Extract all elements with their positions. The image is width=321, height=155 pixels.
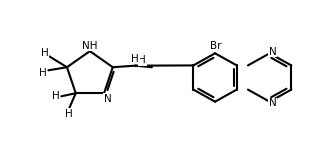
Text: H: H xyxy=(138,55,146,65)
Text: H: H xyxy=(52,91,60,101)
Text: H: H xyxy=(131,54,139,64)
Text: N: N xyxy=(104,94,112,104)
Text: N: N xyxy=(269,98,277,108)
Text: Br: Br xyxy=(210,42,221,51)
Text: H: H xyxy=(65,109,73,119)
Text: H: H xyxy=(39,68,47,78)
Text: N: N xyxy=(269,47,277,57)
Text: H: H xyxy=(41,48,48,58)
Text: NH: NH xyxy=(82,41,98,51)
